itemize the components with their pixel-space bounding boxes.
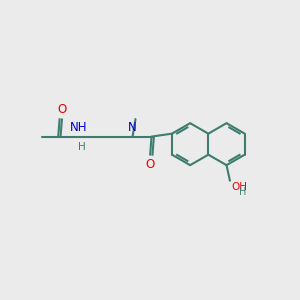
Text: O: O	[57, 103, 67, 116]
Text: H: H	[78, 142, 86, 152]
Text: N: N	[128, 121, 137, 134]
Text: OH: OH	[231, 182, 247, 192]
Text: O: O	[146, 158, 155, 172]
Text: NH: NH	[70, 121, 87, 134]
Text: H: H	[239, 187, 246, 197]
